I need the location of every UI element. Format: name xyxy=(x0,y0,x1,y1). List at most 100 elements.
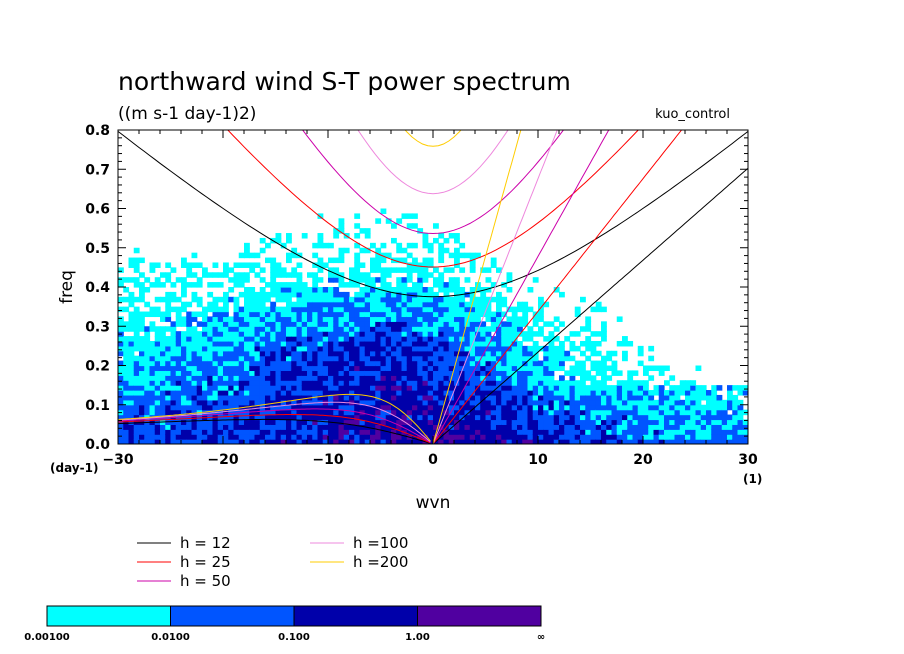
power-cell xyxy=(459,311,466,318)
power-cell xyxy=(401,360,408,367)
power-cell xyxy=(149,439,156,444)
power-cell xyxy=(690,419,697,425)
power-cell xyxy=(496,291,502,298)
power-cell xyxy=(144,394,151,401)
power-cell xyxy=(165,277,172,283)
power-cell xyxy=(375,360,382,367)
power-cell xyxy=(380,301,387,308)
power-cell xyxy=(181,321,187,327)
power-cell xyxy=(464,321,471,327)
power-cell xyxy=(259,287,266,293)
power-cell xyxy=(286,301,292,308)
power-cell xyxy=(254,336,261,342)
power-cell xyxy=(553,439,560,444)
power-cell xyxy=(328,336,334,342)
power-cell xyxy=(149,321,156,327)
power-cell xyxy=(543,399,550,406)
power-cell xyxy=(228,350,235,357)
power-cell xyxy=(364,360,371,367)
power-cell xyxy=(370,394,376,401)
power-cell xyxy=(238,429,245,435)
power-cell xyxy=(296,336,303,342)
power-cell xyxy=(307,291,313,298)
power-cell xyxy=(496,350,502,357)
power-cell xyxy=(580,399,586,406)
power-cell xyxy=(543,380,550,386)
power-cell xyxy=(228,355,235,362)
power-cell xyxy=(375,375,382,381)
power-cell xyxy=(490,419,497,425)
power-cell xyxy=(317,355,324,362)
power-cell xyxy=(700,439,707,444)
power-cell xyxy=(370,291,376,298)
power-cell xyxy=(375,394,382,401)
power-cell xyxy=(118,277,124,283)
power-cell xyxy=(165,399,172,406)
power-cell xyxy=(716,419,723,425)
power-cell xyxy=(244,404,250,411)
power-cell xyxy=(459,321,466,327)
power-cell xyxy=(485,399,492,406)
power-cell xyxy=(433,424,439,430)
power-cell xyxy=(469,404,476,411)
power-cell xyxy=(364,375,371,381)
power-cell xyxy=(238,375,245,381)
power-cell xyxy=(391,311,397,318)
power-cell xyxy=(406,394,413,401)
power-cell xyxy=(186,424,193,430)
power-cell xyxy=(559,414,565,421)
power-cell xyxy=(732,429,739,435)
power-cell xyxy=(123,419,130,425)
power-cell xyxy=(412,390,418,396)
power-cell xyxy=(454,336,460,342)
power-cell xyxy=(375,262,382,268)
power-cell xyxy=(291,316,298,322)
power-cell xyxy=(354,355,361,362)
power-cell xyxy=(265,429,271,435)
power-cell xyxy=(307,336,313,342)
power-cell xyxy=(380,311,387,318)
power-cell xyxy=(328,409,334,416)
power-cell xyxy=(128,296,135,303)
y-tick-label: 0.4 xyxy=(85,280,110,296)
power-cell xyxy=(464,419,471,425)
power-cell xyxy=(658,390,665,396)
power-cell xyxy=(454,252,460,259)
power-cell xyxy=(433,340,439,347)
power-cell xyxy=(716,409,723,416)
power-cell xyxy=(475,434,481,440)
power-cell xyxy=(485,394,492,401)
power-cell xyxy=(517,409,523,416)
power-cell xyxy=(569,365,576,372)
power-cell xyxy=(333,228,340,234)
power-cell xyxy=(685,434,691,440)
power-cell xyxy=(123,287,130,293)
power-cell xyxy=(700,434,707,440)
power-cell xyxy=(475,326,481,332)
power-cell xyxy=(317,394,324,401)
power-cell xyxy=(186,326,193,332)
power-cell xyxy=(217,350,224,357)
power-cell xyxy=(333,306,340,313)
power-cell xyxy=(175,390,182,396)
power-cell xyxy=(475,409,481,416)
power-cell xyxy=(711,414,718,421)
power-cell xyxy=(207,316,214,322)
power-cell xyxy=(123,424,130,430)
power-cell xyxy=(475,252,481,259)
power-cell xyxy=(448,419,455,425)
power-cell xyxy=(223,419,229,425)
power-cell xyxy=(317,360,324,367)
power-cell xyxy=(233,282,240,288)
power-cell xyxy=(259,306,266,313)
power-cell xyxy=(475,399,481,406)
power-cell xyxy=(259,340,266,347)
power-cell xyxy=(601,385,607,391)
power-cell xyxy=(149,424,156,430)
power-cell xyxy=(627,385,634,391)
power-cell xyxy=(359,306,366,313)
power-cell xyxy=(118,321,124,327)
power-cell xyxy=(611,404,618,411)
power-cell xyxy=(349,365,355,372)
power-cell xyxy=(228,385,235,391)
